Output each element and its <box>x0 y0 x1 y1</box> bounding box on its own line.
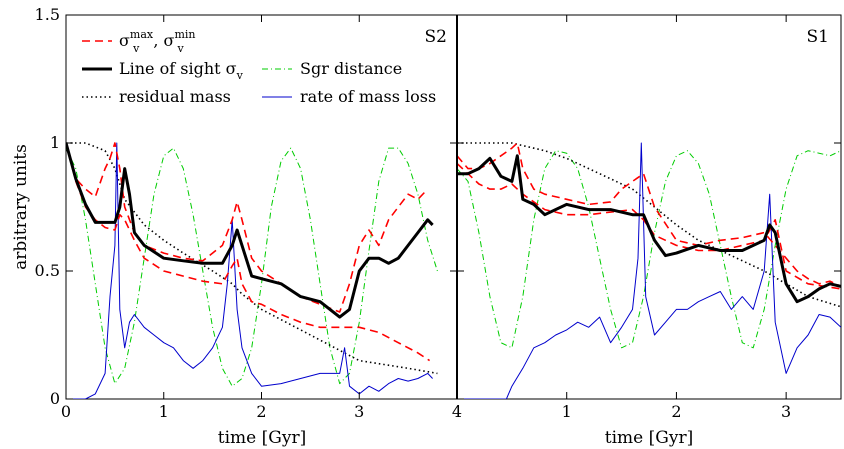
s1-series-group <box>457 142 841 399</box>
series-sigma-los-s2 <box>66 142 434 319</box>
legend: σmax v, σmin v Line of sight σv Sgr distan… <box>82 28 436 106</box>
series-sigma-min-s2 <box>66 142 431 362</box>
series-sgr-distance-s2 <box>66 147 438 387</box>
s2-series-group <box>66 142 438 399</box>
series-sigma-los-s1 <box>457 154 841 304</box>
x-tick-label-s2-0: 0 <box>61 402 71 421</box>
y-tick-label-0: 0 <box>50 389 60 408</box>
x-tick-label-s2-2: 2 <box>256 402 266 421</box>
legend-sup-max: max <box>130 28 154 41</box>
x-tick-label-s1-1: 1 <box>562 402 572 421</box>
series-mass-loss-rate-s2 <box>66 142 433 399</box>
legend-label-residual-mass: residual mass <box>119 87 231 106</box>
series-sgr-distance-s1 <box>457 150 841 349</box>
x-tick-label-s1-2: 2 <box>671 402 681 421</box>
legend-sub-v-2: v <box>176 42 184 55</box>
legend-sup-min: min <box>174 28 195 41</box>
legend-sub-v-1: v <box>132 42 140 55</box>
series-residual-mass-s2 <box>66 142 438 375</box>
series-sigma-max-s2 <box>66 142 429 313</box>
panel-s1: 1 2 3 S1 time [Gyr] <box>456 14 842 448</box>
panel-label-s2: S2 <box>425 27 447 47</box>
series-mass-loss-rate-s1 <box>457 142 841 399</box>
legend-label-mass-loss: rate of mass loss <box>300 87 436 106</box>
legend-label-sigma-los: Line of sight σv <box>119 59 244 82</box>
x-tick-label-s2-3: 3 <box>354 402 364 421</box>
s1-ticks-group: 1 2 3 <box>457 14 841 421</box>
series-residual-mass-s1 <box>457 142 841 308</box>
x-tick-label-s1-3: 3 <box>781 402 791 421</box>
legend-sep: , <box>153 31 163 50</box>
legend-label-sigma-max-min: σmax v, σmin v <box>119 28 195 55</box>
s2-ticks-group: 0 1 2 3 4 0 0.5 1 1.5 <box>35 5 463 421</box>
y-tick-label-3: 1.5 <box>35 5 60 24</box>
x-tick-label-s2-1: 1 <box>159 402 169 421</box>
legend-sigma-2: σ <box>164 31 175 50</box>
x-axis-label-s1: time [Gyr] <box>605 428 693 448</box>
x-axis-label-s2: time [Gyr] <box>218 428 306 448</box>
y-axis-label: arbitrary units <box>11 144 31 270</box>
x-tick-label-s2-4: 4 <box>452 402 462 421</box>
legend-los-text: Line of sight σ <box>119 59 237 78</box>
panel-label-s1: S1 <box>807 27 829 47</box>
y-tick-label-2: 1 <box>50 133 60 152</box>
y-tick-label-1: 0.5 <box>35 261 60 280</box>
legend-sigma-1: σ <box>119 31 130 50</box>
panel-s2: 0 1 2 3 4 0 0.5 1 1.5 S2 arbitrary units time [G… <box>11 5 462 448</box>
legend-label-sgr-distance: Sgr distance <box>300 59 402 78</box>
legend-los-sub: v <box>236 69 244 82</box>
plot-area-s1 <box>456 14 842 400</box>
